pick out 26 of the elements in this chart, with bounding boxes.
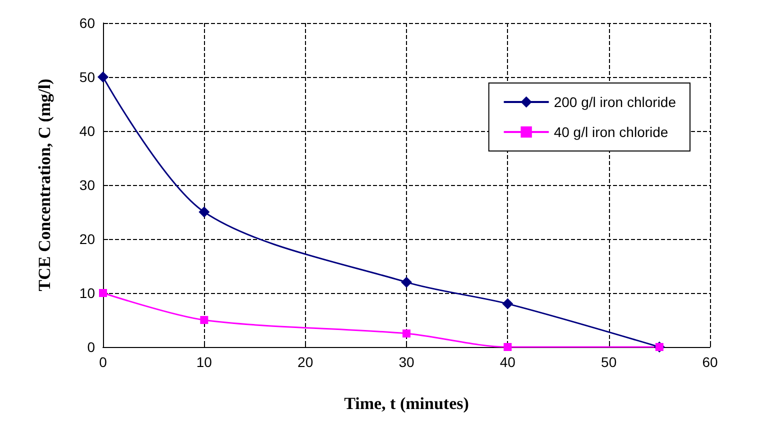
- y-tick-label: 60: [79, 15, 96, 31]
- point: [401, 276, 412, 288]
- point: [200, 316, 208, 324]
- x-axis-title: Time, t (minutes): [344, 394, 469, 413]
- y-tick-label: 30: [79, 177, 96, 193]
- x-tick-label: 10: [196, 354, 212, 370]
- y-axis-title: TCE Concentration, C (mg/l): [35, 78, 54, 292]
- x-tick-label: 50: [601, 354, 617, 370]
- legend-label: 40 g/l iron chloride: [554, 124, 668, 140]
- point: [402, 330, 410, 338]
- y-tick-label: 50: [79, 69, 96, 85]
- x-tick-label: 0: [99, 354, 108, 370]
- x-tick-label: 20: [298, 354, 314, 370]
- x-tick-label: 30: [398, 354, 414, 370]
- point: [98, 72, 108, 82]
- y-tick-label: 20: [79, 231, 96, 247]
- point: [198, 206, 210, 218]
- y-tick-label: 40: [79, 123, 96, 139]
- x-tick-label: 40: [500, 354, 516, 370]
- y-tick-label: 10: [79, 285, 96, 301]
- point: [502, 298, 514, 310]
- legend-label: 200 g/l iron chloride: [554, 94, 676, 110]
- x-tick-label: 60: [702, 354, 718, 370]
- point: [504, 343, 512, 351]
- y-tick-label: 0: [87, 339, 96, 355]
- point: [99, 289, 107, 297]
